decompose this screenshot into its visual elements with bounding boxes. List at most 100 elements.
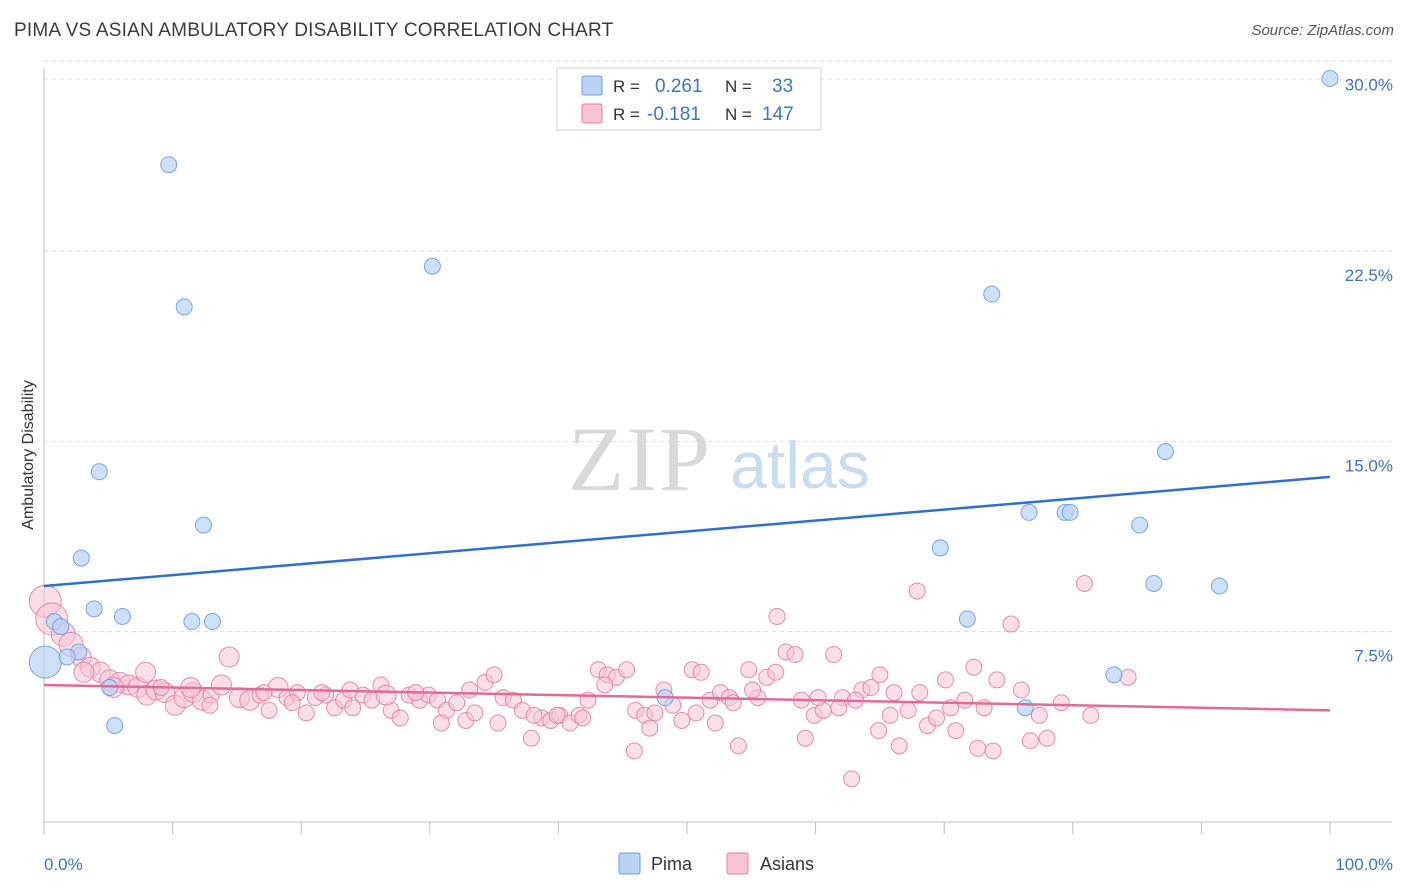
asians-point xyxy=(596,676,614,694)
asians-point xyxy=(729,737,747,755)
asians-point xyxy=(391,709,409,727)
asians-point xyxy=(692,663,710,681)
stats-n-label-pima: N = xyxy=(725,77,752,96)
asians-point xyxy=(1021,732,1039,750)
asians-point xyxy=(1082,706,1100,724)
pima-point xyxy=(160,156,178,174)
pima-point xyxy=(85,600,103,618)
stats-legend: R = 0.261 N = 33 R = -0.181 N = 147 xyxy=(556,67,822,131)
stats-n-value-asians: 147 xyxy=(762,104,794,125)
trend-lines xyxy=(43,475,1331,712)
stats-n-value-pima: 33 xyxy=(772,76,793,97)
pima-point xyxy=(958,610,976,628)
watermark-zip: ZIP xyxy=(568,408,712,510)
pima-point xyxy=(106,717,124,735)
stats-r-value-pima: 0.261 xyxy=(655,76,703,97)
asians-point xyxy=(796,729,814,747)
asians-point xyxy=(1075,574,1093,592)
asians-point xyxy=(1012,681,1030,699)
asians-point xyxy=(843,770,861,788)
stats-n-label-asians: N = xyxy=(725,105,752,124)
pima-point xyxy=(52,618,70,636)
pima-point xyxy=(1016,699,1034,717)
stats-swatch-pima xyxy=(581,75,603,96)
x-ticks xyxy=(43,822,1331,834)
asians-point xyxy=(988,671,1006,689)
asians-point xyxy=(786,646,804,664)
asians-point xyxy=(344,699,362,717)
asians-points xyxy=(28,574,1137,788)
asians-point xyxy=(724,694,742,712)
asians-point xyxy=(201,696,219,714)
asians-point xyxy=(768,607,786,625)
asians-point xyxy=(525,706,543,724)
pima-points xyxy=(28,69,1339,735)
asians-point xyxy=(448,694,466,712)
pima-point xyxy=(1131,516,1149,534)
chart-title: PIMA VS ASIAN AMBULATORY DISABILITY CORR… xyxy=(14,20,614,41)
asians-point xyxy=(706,714,724,732)
asians-point xyxy=(927,709,945,727)
pima-point xyxy=(1210,577,1228,595)
asians-point xyxy=(885,684,903,702)
asians-point xyxy=(870,722,888,740)
y-tick-labels: 7.5% 15.0% 22.5% 30.0% xyxy=(1345,76,1393,666)
pima-point xyxy=(28,645,62,679)
asians-point xyxy=(489,714,507,732)
stats-r-label-asians: R = xyxy=(613,105,640,124)
asians-point xyxy=(574,709,592,727)
stats-r-label-pima: R = xyxy=(613,77,640,96)
x-tick-label-min: 0.0% xyxy=(44,855,83,874)
asians-point xyxy=(911,684,929,702)
asians-point xyxy=(825,646,843,664)
pima-point xyxy=(183,613,201,631)
legend-label-asians: Asians xyxy=(760,854,814,874)
pima-point xyxy=(931,539,949,557)
asians-point xyxy=(135,661,157,683)
asians-point xyxy=(890,737,908,755)
asians-point xyxy=(255,684,273,702)
asians-point xyxy=(767,663,785,681)
asians-point xyxy=(548,706,566,724)
asians-point xyxy=(947,722,965,740)
pima-point xyxy=(1105,666,1123,684)
asians-point xyxy=(522,729,540,747)
pima-point xyxy=(1061,503,1079,521)
stats-swatch-asians xyxy=(581,103,603,124)
pima-point xyxy=(194,516,212,534)
series-legend: Pima Asians xyxy=(618,852,814,875)
pima-point xyxy=(203,613,221,631)
asians-point xyxy=(297,704,315,722)
asians-point xyxy=(899,701,917,719)
asians-point xyxy=(1030,706,1048,724)
asians-point xyxy=(740,661,758,679)
y-tick-label: 22.5% xyxy=(1345,266,1393,285)
pima-point xyxy=(1321,69,1339,87)
asians-point xyxy=(1119,668,1137,686)
asians-point xyxy=(809,689,827,707)
asians-point xyxy=(618,661,636,679)
asians-point xyxy=(283,694,301,712)
pima-point xyxy=(983,285,1001,303)
y-tick-label: 15.0% xyxy=(1345,456,1393,475)
pima-point xyxy=(1020,503,1038,521)
pima-trend-line xyxy=(43,475,1331,588)
asians-trend-line xyxy=(43,683,1331,712)
asians-point xyxy=(1002,615,1020,633)
asians-point xyxy=(956,691,974,709)
pima-point xyxy=(58,648,76,666)
stats-r-value-asians: -0.181 xyxy=(647,104,701,125)
asians-point xyxy=(908,582,926,600)
asians-point xyxy=(1038,729,1056,747)
asians-point xyxy=(218,646,240,668)
asians-point xyxy=(641,719,659,737)
y-tick-label: 7.5% xyxy=(1354,647,1393,666)
asians-point xyxy=(881,706,899,724)
legend-swatch-asians xyxy=(726,852,749,875)
asians-point xyxy=(687,704,705,722)
asians-point xyxy=(936,671,954,689)
asians-point xyxy=(375,684,397,706)
asians-point xyxy=(871,666,889,684)
x-tick-label-max: 100.0% xyxy=(1335,855,1393,874)
source-label: Source: ZipAtlas.com xyxy=(1251,22,1394,39)
